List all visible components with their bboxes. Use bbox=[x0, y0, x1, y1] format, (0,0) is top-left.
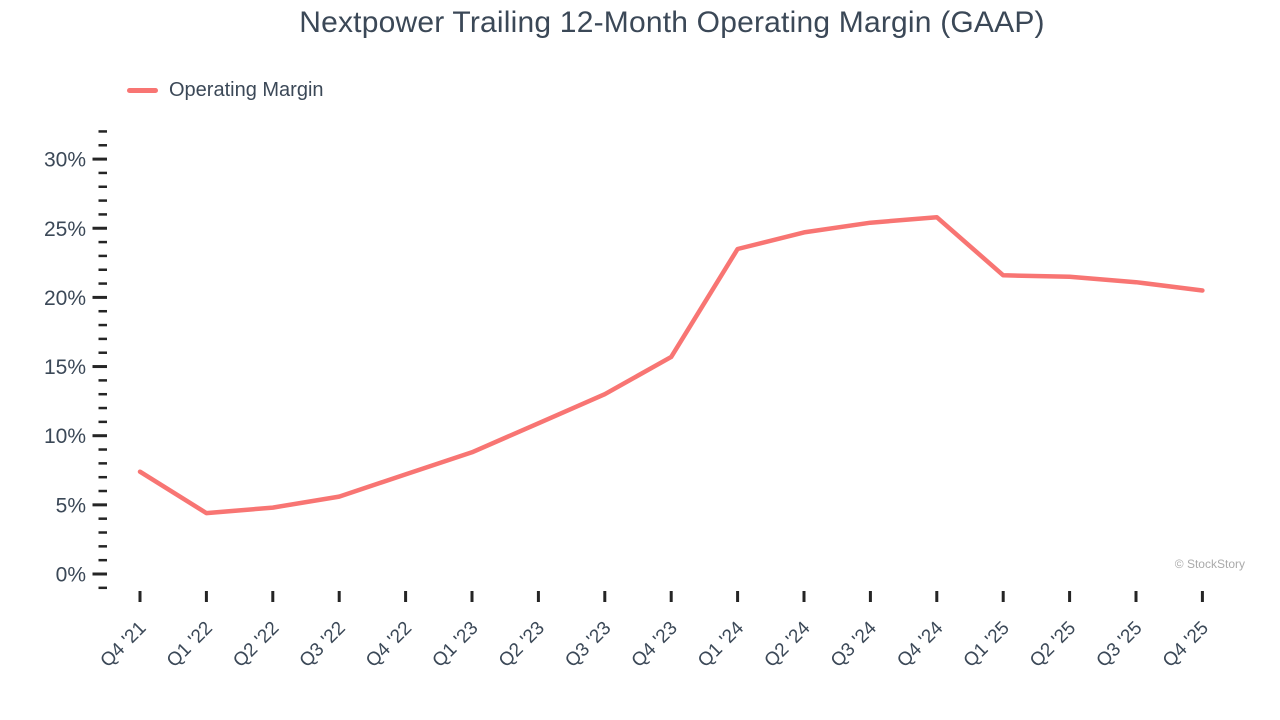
y-tick-label: 15% bbox=[44, 356, 86, 379]
series-line-operating-margin bbox=[137, 214, 1205, 516]
x-tick-label: Q4 '21 bbox=[97, 618, 151, 672]
x-tick-label: Q4 '24 bbox=[893, 617, 947, 671]
y-tick-label: 5% bbox=[56, 494, 86, 517]
y-tick-label: 20% bbox=[44, 287, 86, 310]
x-tick-label: Q3 '23 bbox=[561, 618, 615, 672]
y-tick-label: 10% bbox=[44, 425, 86, 448]
watermark: © StockStory bbox=[1174, 557, 1245, 571]
legend[interactable]: Operating Margin bbox=[127, 79, 324, 102]
x-tick-label: Q4 '25 bbox=[1159, 618, 1213, 672]
x-tick-label: Q1 '25 bbox=[960, 618, 1014, 672]
x-tick-label: Q2 '25 bbox=[1026, 618, 1080, 672]
x-tick-label: Q3 '22 bbox=[296, 618, 350, 672]
x-tick-label: Q4 '22 bbox=[362, 618, 416, 672]
y-tick-label: 25% bbox=[44, 218, 86, 241]
x-tick-label: Q2 '24 bbox=[761, 617, 815, 671]
x-tick-label: Q1 '23 bbox=[429, 618, 483, 672]
x-tick-label: Q2 '23 bbox=[495, 618, 549, 672]
chart-title: Nextpower Trailing 12-Month Operating Ma… bbox=[299, 6, 1045, 39]
y-tick-label: 30% bbox=[44, 149, 86, 172]
x-tick-label: Q1 '24 bbox=[694, 617, 748, 671]
legend-label: Operating Margin bbox=[169, 79, 324, 101]
x-tick-label: Q1 '22 bbox=[163, 618, 217, 672]
y-tick-label: 0% bbox=[56, 564, 86, 587]
x-tick-label: Q4 '23 bbox=[628, 618, 682, 672]
x-tick-label: Q2 '22 bbox=[229, 618, 283, 672]
legend-line-swatch-icon bbox=[127, 88, 158, 93]
x-tick-label: Q3 '25 bbox=[1093, 618, 1147, 672]
x-tick-label: Q3 '24 bbox=[827, 617, 881, 671]
